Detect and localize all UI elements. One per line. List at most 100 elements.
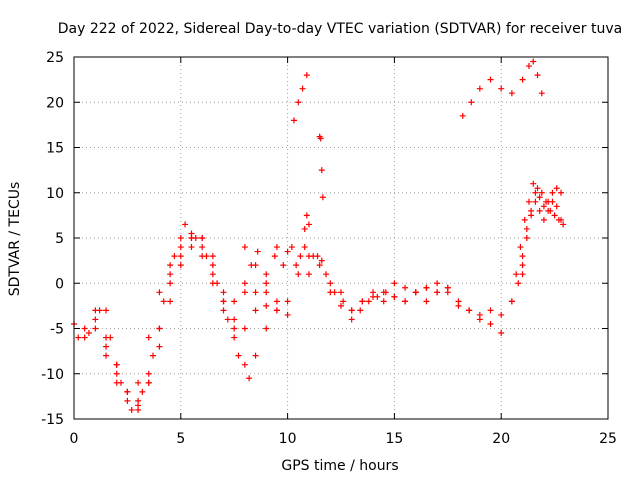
data-point [380,289,387,296]
data-point [231,316,238,323]
data-point [412,289,419,296]
data-point [338,302,344,309]
data-point [209,262,216,269]
x-tick-label: 0 [70,431,79,447]
data-point [487,76,494,83]
data-point [103,343,110,350]
y-tick-label: 0 [55,276,64,292]
data-point [508,298,515,305]
data-point [523,235,530,241]
data-point [231,325,238,332]
data-point [199,244,206,251]
data-point [359,298,366,305]
data-point [295,271,302,278]
data-point [92,316,99,323]
data-point [145,334,152,341]
data-point [515,280,522,287]
series-s5 [103,235,270,413]
data-point [113,379,120,386]
data-point [340,298,347,305]
data-point [525,63,532,70]
data-point [167,280,174,287]
data-point [113,370,120,377]
series-s7 [295,253,526,318]
data-point [357,307,364,314]
data-point [177,235,184,241]
data-point [530,180,537,187]
data-point [536,194,543,201]
data-point [558,216,565,223]
data-point [167,271,174,278]
data-point [241,289,248,296]
data-point [303,72,310,79]
data-point [177,253,184,260]
x-tick-label: 10 [279,431,297,447]
data-point [220,289,227,296]
data-point [305,221,312,228]
data-point [246,375,253,382]
data-point [273,298,280,305]
data-point [241,244,248,251]
y-tick-label: 5 [55,231,64,247]
data-point [231,334,238,341]
data-point [248,262,255,269]
y-tick-label: -5 [50,322,64,338]
data-point [103,352,110,359]
data-point [241,325,248,332]
data-point [519,76,526,83]
data-point [284,311,291,318]
data-point [434,289,441,296]
data-point [534,185,541,192]
data-point [528,212,535,219]
data-point [199,253,206,260]
data-point [560,221,567,228]
data-point [540,216,547,223]
data-point [498,311,505,318]
data-point [316,262,323,269]
data-point [224,316,231,323]
data-point [293,262,300,269]
data-point [295,99,302,106]
data-point [310,253,317,260]
y-axis-label: SDTVAR / TECUs [7,182,23,297]
data-point [188,244,195,251]
data-point [75,334,82,341]
data-point [273,307,280,314]
data-point [553,203,560,210]
data-point [323,271,330,278]
data-point [182,221,189,228]
data-point [549,189,556,196]
series-s14 [515,185,565,287]
chart-title: Day 222 of 2022, Sidereal Day-to-day VTE… [58,21,622,37]
data-point [534,72,541,79]
data-point [252,352,259,359]
data-point [263,289,270,296]
data-point [536,207,543,214]
data-point [466,307,473,314]
data-point [263,280,270,287]
plot-frame [73,56,609,420]
data-point [549,198,556,205]
data-point [319,194,326,201]
data-point [297,253,304,260]
data-point [81,325,88,332]
data-point [402,284,409,291]
data-point [558,189,565,196]
data-point [271,253,278,260]
data-point [103,334,110,341]
data-point [301,244,308,251]
data-point [299,85,306,92]
data-point [252,307,259,314]
data-point [291,117,298,124]
y-tick-label: 20 [46,95,64,111]
data-point [498,330,505,337]
data-point [284,248,291,255]
data-point [444,284,451,291]
data-point [135,406,142,413]
data-point [156,289,163,296]
data-point [128,406,135,413]
data-point [92,325,99,332]
data-point [434,280,441,287]
data-point [241,280,248,287]
